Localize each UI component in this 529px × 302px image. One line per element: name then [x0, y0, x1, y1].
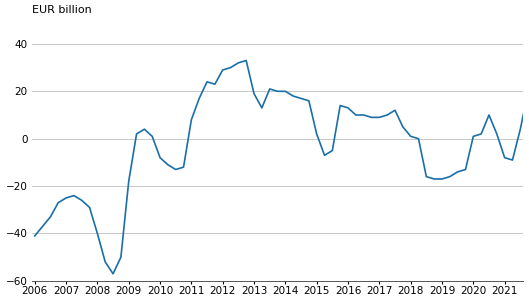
Text: EUR billion: EUR billion: [32, 5, 92, 15]
